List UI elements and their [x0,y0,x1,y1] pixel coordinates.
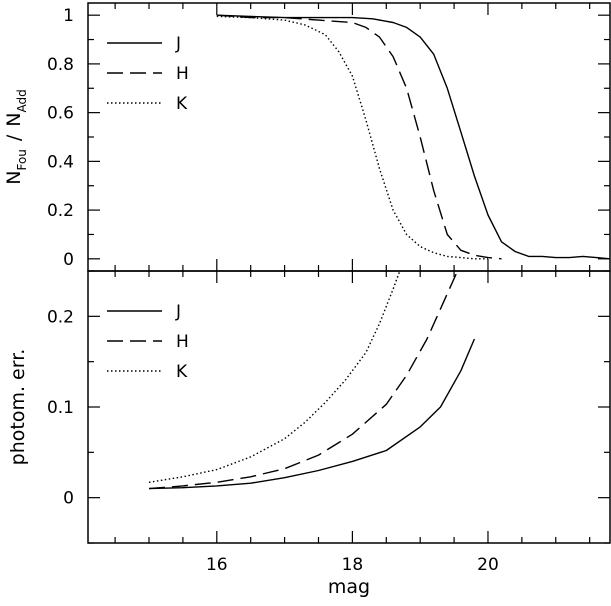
error-y-tick-labels: 0 0.1 0.2 [47,307,74,508]
error-series [148,270,476,490]
fraction-panel-ticks [88,3,610,271]
fraction-y-tick-label: 0.8 [47,55,74,75]
error-y-tick-label: 0.2 [47,307,74,327]
mag-x-tick-label: 20 [477,555,499,575]
fraction-y-tick-label: 1 [63,6,74,26]
error-y-tick-label: 0 [63,489,74,509]
mag-x-tick-label: 18 [342,555,364,575]
error-legend-label-h: H [176,332,189,352]
fraction-legend-label-h: H [176,64,189,84]
error-y-axis-label: photom. err. [7,349,29,466]
fraction-y-tick-label: 0.4 [47,152,74,172]
fraction-legend-label-k: K [176,94,188,114]
fraction-panel: 00.20.40.60.81 JHK NFou/NAdd [3,2,611,272]
fraction-y-tick-label: 0.6 [47,104,74,124]
y-label-slash: / [3,134,25,141]
error-legend: JHK [107,302,189,382]
fraction-legend: JHK [107,34,189,114]
error-panel: 0 0.1 0.2 16 18 20 JHK photom. err. mag [7,270,611,598]
fraction-series-j [216,14,611,260]
mag-x-tick-label: 16 [206,555,228,575]
mag-x-tick-labels: 16 18 20 [206,555,499,575]
y-label-sub2: Add [15,89,29,112]
fraction-y-tick-label: 0.2 [47,201,74,221]
error-legend-label-k: K [176,362,188,382]
y-label-n1: N [3,171,25,185]
fraction-series-k [216,15,488,260]
fraction-y-tick-label: 0 [63,250,74,270]
y-label-n2: N [3,112,25,126]
error-series-j [148,338,476,490]
error-legend-label-j: J [175,302,181,322]
y-label-sub1: Fou [15,149,29,170]
fraction-series [216,14,611,260]
error-panel-ticks [88,270,610,544]
fraction-y-axis-label: NFou/NAdd [3,89,29,185]
error-y-tick-label: 0.1 [47,398,74,418]
fraction-legend-label-j: J [175,34,181,54]
error-series-h [148,270,459,490]
error-panel-frame [87,270,611,544]
fraction-y-tick-labels: 0 0.2 0.4 0.6 0.8 1 [47,6,74,270]
fraction-panel-frame [87,2,611,272]
fraction-series-h [216,14,502,260]
x-axis-label: mag [328,576,370,598]
error-series-k [148,270,401,483]
